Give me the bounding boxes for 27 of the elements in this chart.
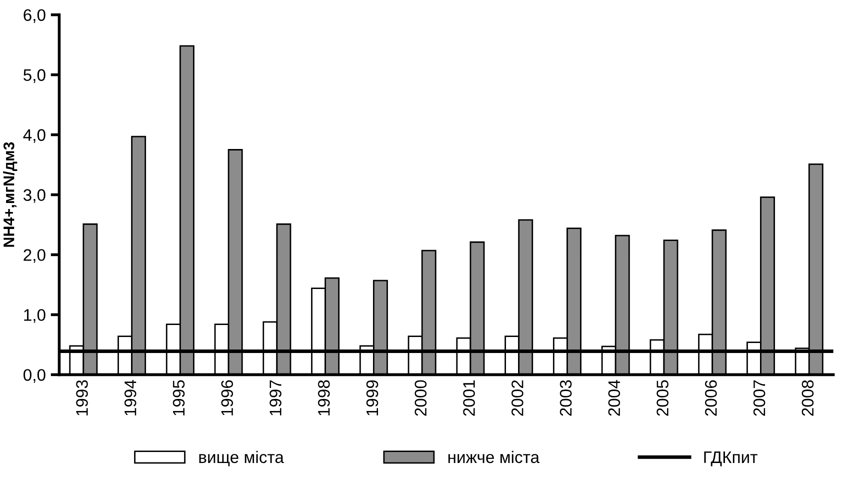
x-tick-label: 1996 (221, 380, 234, 416)
y-tick-label: 1,0 (24, 309, 46, 323)
y-tick-label: 0,0 (24, 369, 46, 383)
x-tick-label: 2001 (463, 380, 475, 416)
x-tick-label: 2008 (802, 380, 814, 416)
x-tick-label: 2005 (656, 380, 668, 416)
x-tick-label: 2003 (560, 380, 572, 416)
x-tick-label: 1993 (76, 380, 88, 416)
legend-label: вище міста (199, 450, 284, 466)
x-tick-label: 2002 (512, 380, 524, 416)
y-tick-label: 6,0 (24, 9, 46, 23)
x-tick-label: 2007 (753, 380, 766, 416)
x-tick-label: 1994 (124, 380, 136, 416)
x-tick-label: 2006 (705, 380, 717, 416)
x-tick-label: 2004 (608, 380, 620, 416)
x-tick-label: 2000 (414, 380, 427, 416)
legend-label: нижче міста (448, 450, 540, 464)
y-axis-title: NH4+,мгN/дм3 (3, 142, 18, 247)
y-tick-label: 3,0 (23, 189, 46, 203)
x-tick-label: 1999 (366, 380, 378, 416)
legend-label: ГДКпит (704, 451, 758, 466)
x-tick-label: 1997 (270, 380, 282, 416)
y-tick-label: 2,0 (24, 249, 46, 263)
x-tick-label: 1995 (172, 380, 185, 416)
y-tick-label: 4,0 (23, 129, 46, 143)
x-tick-label: 1998 (318, 380, 330, 416)
y-tick-label: 5,0 (24, 69, 46, 83)
